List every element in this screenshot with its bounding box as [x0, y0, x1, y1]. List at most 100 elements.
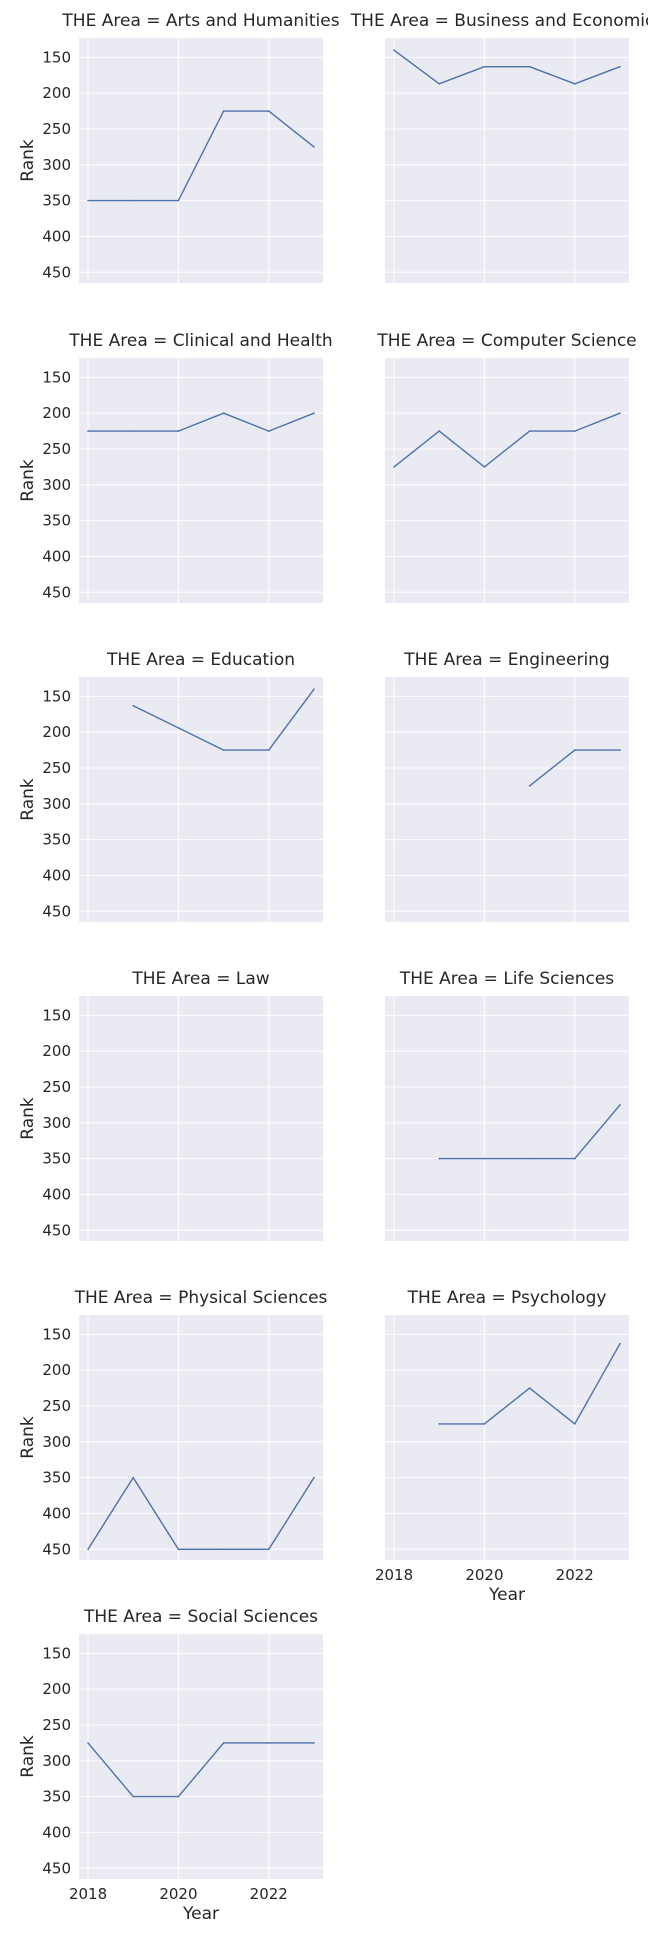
facet-engineering: THE Area = Engineering	[385, 650, 629, 922]
plot-background	[385, 677, 629, 922]
data-point	[267, 1548, 270, 1551]
y-tick-label: 200	[42, 84, 71, 102]
y-tick-label: 200	[42, 1361, 71, 1379]
y-tick-label: 350	[42, 1788, 71, 1806]
x-tick-label: 2020	[159, 1885, 197, 1903]
data-point	[573, 83, 576, 85]
facet-title: THE Area = Arts and Humanities	[61, 11, 339, 31]
y-tick-label: 150	[42, 48, 71, 66]
plot-background	[385, 1315, 629, 1560]
data-point	[619, 1342, 621, 1345]
data-point	[87, 1548, 89, 1551]
y-tick-label: 150	[42, 368, 71, 386]
y-axis-label: Rank	[18, 1097, 38, 1140]
facet-business-and-economics: THE Area = Business and Economics	[350, 11, 648, 283]
facet-psychology: THE Area = Psychology 2018 2020 2022 Year	[375, 1288, 629, 1605]
facet-arts-and-humanities: THE Area = Arts and Humanities 150 200 250 3…	[18, 11, 340, 283]
y-tick-label: 450	[42, 1859, 71, 1877]
data-point	[483, 65, 486, 68]
data-point	[177, 199, 180, 202]
y-tick-label: 450	[42, 1221, 71, 1239]
data-point	[177, 727, 180, 729]
x-tick-label: 2018	[69, 1885, 107, 1903]
data-point	[222, 412, 225, 414]
x-axis-label: Year	[182, 1904, 219, 1924]
plot-background	[79, 358, 323, 603]
facet-computer-science: THE Area = Computer Science	[376, 331, 637, 603]
y-tick-label: 200	[42, 1042, 71, 1060]
data-point	[132, 199, 135, 202]
y-tick-label: 350	[42, 192, 71, 210]
plot-background	[79, 1315, 323, 1560]
y-tick-label: 400	[42, 227, 71, 245]
plot-background	[385, 358, 629, 603]
plot-background	[79, 677, 323, 922]
y-tick-label: 350	[42, 512, 71, 530]
data-point	[528, 785, 531, 787]
y-axis-label: Rank	[18, 459, 38, 502]
x-tick-label: 2018	[375, 1566, 413, 1584]
y-tick-label: 350	[42, 831, 71, 849]
facet-title: THE Area = Business and Economics	[350, 11, 648, 31]
data-point	[87, 1742, 89, 1744]
y-tick-label: 400	[42, 1823, 71, 1841]
y-tick-label: 300	[42, 1433, 71, 1451]
data-point	[483, 1157, 486, 1160]
data-point	[177, 1795, 180, 1798]
data-point	[132, 704, 135, 707]
data-point	[267, 430, 270, 432]
facet-law: THE Area = Law 150 200 250 300 350 400 450 Rank	[18, 969, 323, 1241]
x-tick-label: 2020	[465, 1566, 503, 1584]
data-point	[267, 749, 270, 751]
data-point	[132, 430, 135, 432]
data-point	[222, 110, 225, 112]
plot-background	[385, 38, 629, 283]
data-point	[438, 1157, 441, 1160]
y-axis-label: Rank	[18, 778, 38, 821]
y-axis-label: Rank	[18, 1416, 38, 1459]
facet-title: THE Area = Education	[106, 650, 295, 670]
data-point	[313, 1476, 315, 1479]
y-tick-label: 150	[42, 1006, 71, 1024]
data-point	[313, 688, 315, 690]
plot-background	[79, 996, 323, 1241]
data-point	[313, 146, 315, 148]
data-point	[313, 412, 315, 414]
y-tick-label: 200	[42, 1680, 71, 1698]
data-point	[393, 466, 395, 468]
y-tick-label: 450	[42, 1540, 71, 1558]
data-point	[87, 199, 89, 202]
y-tick-label: 400	[42, 547, 71, 565]
data-point	[573, 1157, 576, 1160]
data-point	[177, 1548, 180, 1551]
y-tick-label: 450	[42, 583, 71, 601]
y-tick-label: 350	[42, 1469, 71, 1487]
plot-background	[79, 1634, 323, 1879]
data-point	[438, 1423, 441, 1425]
facet-title: THE Area = Clinical and Health	[68, 331, 332, 351]
series-line	[88, 412, 315, 432]
y-tick-label: 300	[42, 1114, 71, 1132]
data-point	[528, 1157, 531, 1160]
data-point	[619, 1104, 621, 1106]
data-point	[393, 49, 395, 51]
series-line	[393, 49, 621, 85]
y-tick-label: 250	[42, 440, 71, 458]
y-tick-label: 450	[42, 902, 71, 920]
data-point	[438, 83, 441, 85]
y-tick-label: 350	[42, 1150, 71, 1168]
facet-clinical-and-health: THE Area = Clinical and Health 150 200 250 3…	[18, 331, 333, 603]
facet-life-sciences: THE Area = Life Sciences	[385, 969, 629, 1241]
plot-background	[385, 996, 629, 1241]
facet-title: THE Area = Physical Sciences	[74, 1288, 328, 1308]
data-point	[177, 430, 180, 432]
x-tick-label: 2022	[250, 1885, 288, 1903]
facet-social-sciences: THE Area = Social Sciences 150 200 250 300 35…	[18, 1607, 323, 1924]
y-tick-label: 400	[42, 1185, 71, 1203]
y-tick-label: 450	[42, 263, 71, 281]
y-tick-label: 250	[42, 1078, 71, 1096]
data-point	[267, 110, 270, 112]
data-point	[528, 65, 531, 68]
